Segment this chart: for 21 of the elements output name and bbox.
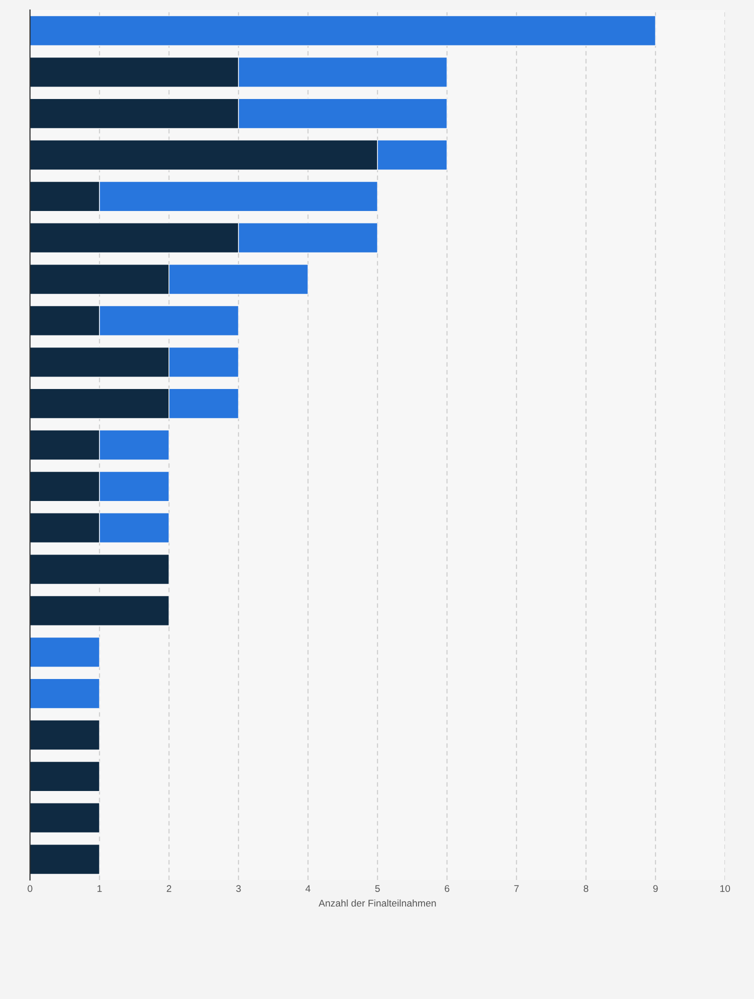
x-tick-label: 0 xyxy=(28,885,32,892)
x-tick-label: 10 xyxy=(720,885,730,892)
bar xyxy=(30,720,100,750)
x-tick-label: 9 xyxy=(653,885,658,892)
x-tick-label: 5 xyxy=(375,885,380,892)
x-tick-label: 3 xyxy=(236,885,241,892)
bar xyxy=(30,678,100,709)
bar xyxy=(30,802,100,834)
x-tick-label: 8 xyxy=(584,885,588,892)
x-tick-label: 6 xyxy=(444,885,450,892)
bar xyxy=(30,595,170,626)
bar xyxy=(30,636,100,668)
x-tick-label: 4 xyxy=(306,885,310,892)
x-tick-label: 1 xyxy=(98,885,102,892)
x-tick-label: 7 xyxy=(514,885,519,892)
bar xyxy=(30,15,656,46)
x-tick-label: 2 xyxy=(166,885,172,892)
bar xyxy=(30,761,100,792)
bar xyxy=(30,554,170,585)
bar xyxy=(30,844,100,875)
x-axis-title: Anzahl der Finalteilnahmen xyxy=(318,899,436,907)
